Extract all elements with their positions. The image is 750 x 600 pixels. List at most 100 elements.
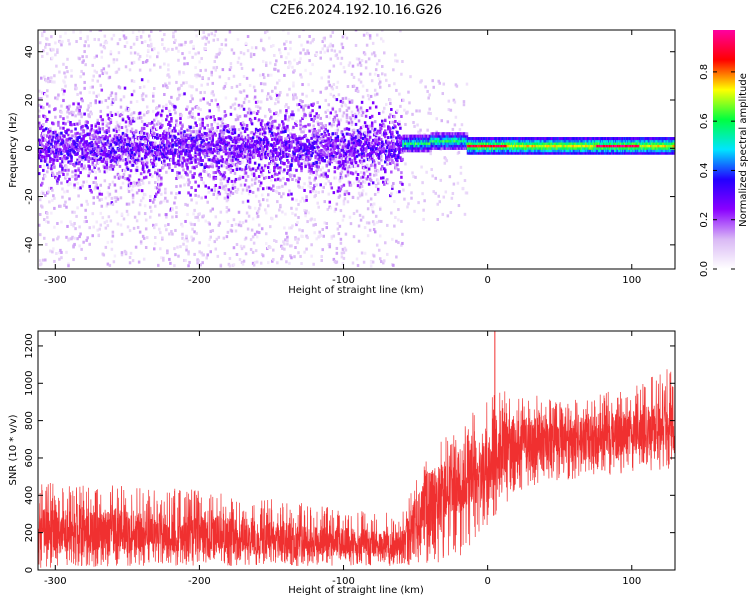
heat-cell — [365, 169, 369, 173]
heat-cell — [157, 120, 160, 124]
heat-cell — [210, 70, 214, 74]
heat-cell — [114, 125, 118, 129]
heat-cell — [165, 118, 168, 122]
heat-cell — [187, 178, 190, 182]
heat-cell — [262, 138, 266, 142]
heat-cell — [125, 134, 129, 138]
heat-cell — [338, 143, 342, 147]
heat-cell — [318, 129, 321, 133]
heat-cell — [99, 211, 103, 215]
heat-cell — [189, 134, 192, 138]
heat-cell — [76, 139, 79, 143]
heat-cell — [361, 175, 365, 179]
heat-cell — [250, 130, 254, 134]
heat-cell — [77, 149, 80, 153]
heat-cell — [311, 172, 314, 176]
heat-cell — [336, 135, 340, 139]
heat-cell — [315, 172, 318, 176]
heat-cell — [285, 260, 288, 264]
heat-cell — [120, 149, 124, 153]
heat-cell — [241, 221, 245, 225]
heat-cell — [340, 170, 344, 174]
heat-cell — [55, 64, 58, 68]
heat-cell — [334, 176, 338, 180]
heat-cell — [45, 143, 48, 147]
heat-cell — [364, 151, 368, 155]
heat-cell — [70, 74, 73, 78]
heat-cell — [38, 172, 41, 176]
heat-cell — [229, 158, 233, 162]
heat-cell — [153, 87, 156, 91]
heat-cell — [357, 153, 361, 157]
heat-cell — [79, 171, 82, 175]
heat-cell — [50, 186, 53, 190]
heat-cell — [255, 235, 259, 239]
heat-cell — [288, 115, 291, 119]
heat-cell — [339, 118, 343, 122]
heat-cell — [38, 121, 41, 125]
heat-cell — [118, 164, 122, 168]
heat-cell — [368, 172, 372, 176]
heat-cell — [183, 145, 186, 149]
heat-cell — [176, 123, 179, 127]
heat-cell — [98, 198, 102, 202]
heat-cell — [39, 41, 42, 45]
heat-cell — [147, 181, 151, 185]
heat-cell — [92, 181, 95, 185]
heat-cell — [169, 101, 172, 105]
heat-cell — [207, 33, 210, 37]
heat-cell — [242, 75, 246, 79]
heat-cell — [104, 99, 108, 103]
heat-cell — [360, 159, 364, 163]
heat-cell — [372, 150, 376, 154]
heat-cell — [63, 203, 66, 207]
heat-cell — [215, 65, 219, 69]
heat-cell — [286, 165, 289, 169]
heat-cell — [115, 130, 119, 134]
heat-cell — [127, 178, 131, 182]
heat-cell — [359, 72, 363, 76]
heat-cell — [342, 199, 346, 203]
heat-cell — [68, 237, 71, 241]
heat-cell — [96, 131, 100, 135]
heat-cell — [269, 61, 272, 65]
heat-cell — [121, 136, 125, 140]
heat-cell — [327, 80, 331, 84]
heat-cell — [325, 163, 329, 167]
heat-cell — [62, 92, 65, 96]
heat-cell — [43, 128, 46, 132]
heat-cell — [147, 34, 151, 38]
heat-cell — [163, 93, 166, 97]
heat-cell — [244, 114, 248, 118]
heat-cell — [151, 161, 155, 165]
heat-cell — [272, 258, 275, 262]
heat-cell — [280, 138, 283, 142]
heat-cell — [121, 111, 125, 115]
heat-cell — [257, 156, 261, 160]
heat-cell — [280, 55, 283, 59]
heat-cell — [78, 158, 81, 162]
heat-cell — [158, 188, 161, 192]
heat-cell — [98, 127, 102, 131]
heat-cell — [264, 242, 268, 246]
heat-cell — [148, 38, 152, 42]
heat-cell — [142, 127, 146, 131]
heat-cell — [258, 106, 262, 110]
heat-cell — [372, 159, 376, 163]
heat-cell — [305, 137, 308, 141]
heat-cell — [289, 154, 292, 158]
heat-cell — [133, 146, 137, 150]
heat-cell — [80, 132, 83, 136]
heat-cell — [122, 217, 126, 221]
heat-cell — [220, 183, 224, 187]
heat-cell — [200, 141, 203, 145]
heat-cell — [175, 215, 178, 219]
heat-cell — [149, 209, 153, 213]
heat-cell — [316, 131, 319, 135]
heat-cell — [59, 41, 62, 45]
heat-cell — [323, 38, 326, 42]
heat-cell — [236, 117, 240, 121]
heat-cell — [345, 127, 349, 131]
heat-cell — [141, 135, 145, 139]
heat-cell — [130, 93, 134, 97]
